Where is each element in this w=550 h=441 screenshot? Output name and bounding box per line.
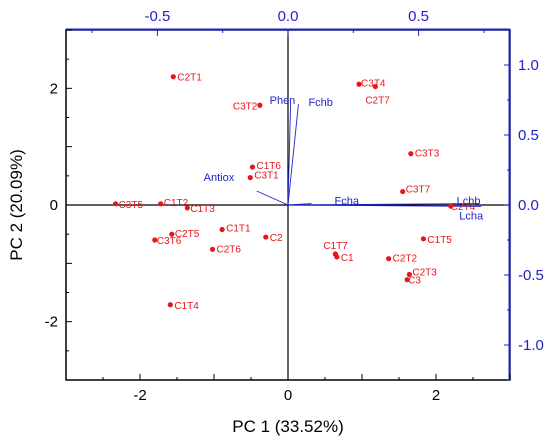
loading-vector: [256, 190, 289, 206]
score-label: C2T6: [217, 244, 242, 255]
right-tick-label: -0.5: [518, 267, 544, 284]
score-label: C3T2: [233, 101, 258, 112]
score-point: [184, 205, 190, 211]
score-label: C3: [408, 276, 421, 287]
score-point: [249, 164, 256, 170]
loading-label: Lcha: [459, 210, 484, 222]
score-point: [158, 201, 164, 207]
score-point: [247, 174, 253, 181]
score-point: [169, 231, 175, 237]
score-point: [112, 201, 119, 207]
score-label: C2T4: [451, 202, 476, 213]
y-axis-left: -2 0 2: [45, 29, 72, 381]
x-axis-title: PC 1 (33.52%): [232, 417, 344, 436]
score-label: C1T3: [190, 204, 215, 215]
loading-label: Antiox: [204, 172, 235, 184]
score-label: C3T6: [157, 236, 182, 247]
score-point: [448, 203, 454, 209]
loading-vector: [287, 203, 479, 206]
right-tick-label: 0.5: [518, 127, 539, 144]
y-axis-right-loadings: -1.0 -0.5 0.0 0.5 1.0: [504, 29, 544, 381]
score-point: [170, 74, 176, 80]
score-label: C3T4: [361, 78, 386, 89]
y-tick-label: -2: [45, 314, 58, 331]
score-point: [404, 277, 410, 283]
score-label: C3T5: [119, 200, 144, 211]
loading-label: Lchb: [457, 196, 481, 208]
loading-vector: [287, 102, 292, 206]
score-label: C2T5: [175, 229, 200, 240]
score-label: C3T1: [254, 171, 279, 182]
loading-vector: [287, 104, 299, 206]
score-point: [408, 151, 414, 157]
top-tick-label: -0.5: [144, 8, 170, 25]
score-label: C1T2: [164, 198, 189, 209]
y-axis-title: PC 2 (20.09%): [7, 149, 26, 261]
score-point: [420, 236, 427, 242]
score-point: [257, 102, 263, 108]
score-point: [386, 256, 392, 262]
score-label: C3T3: [415, 149, 440, 160]
x-tick-label: -2: [133, 387, 146, 404]
score-label: C1: [341, 253, 354, 264]
x-tick-label: 2: [432, 387, 440, 404]
right-tick-label: 1.0: [518, 57, 539, 74]
score-label: C1T1: [226, 224, 251, 235]
right-tick-label: 0.0: [518, 197, 539, 214]
loading-label: Fchb: [308, 97, 332, 109]
score-point: [219, 226, 225, 233]
x-axis-top-loadings: -0.5 0.0 0.5: [91, 8, 485, 36]
x-tick-label: 0: [284, 387, 292, 404]
score-label: C1T7: [323, 241, 348, 252]
score-point: [400, 188, 406, 195]
x-axis-bottom: -2 0 2: [65, 374, 511, 404]
score-label: C2T7: [365, 96, 390, 107]
score-point: [263, 234, 269, 240]
score-label: C1T6: [256, 161, 281, 172]
score-point: [152, 237, 158, 243]
score-point: [356, 81, 362, 87]
score-label: C2: [270, 233, 283, 244]
score-point: [334, 254, 340, 260]
y-tick-label: 0: [50, 197, 58, 214]
score-point: [372, 83, 378, 90]
score-label: C2T1: [177, 73, 202, 84]
score-label: C1T5: [427, 235, 452, 246]
score-label: C1T4: [174, 301, 199, 312]
right-tick-label: -1.0: [518, 337, 544, 354]
top-tick-label: 0.0: [278, 8, 299, 25]
score-point: [209, 246, 216, 252]
top-tick-label: 0.5: [408, 8, 429, 25]
score-label: C2T2: [393, 254, 418, 265]
score-point: [167, 302, 173, 308]
loading-label: Phen: [270, 95, 296, 107]
score-label: C3T7: [406, 185, 431, 196]
score-point: [406, 271, 412, 278]
y-tick-label: 2: [50, 80, 58, 97]
score-label: C2T3: [412, 267, 437, 278]
